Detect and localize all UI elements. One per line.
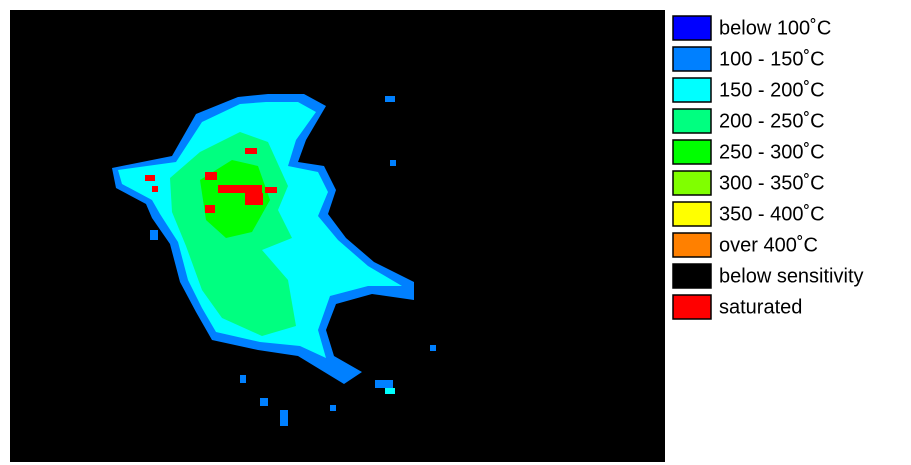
legend-swatch — [673, 140, 711, 164]
isolated-pixel — [240, 375, 246, 383]
saturated-pixel — [152, 186, 158, 192]
legend-swatch — [673, 16, 711, 40]
legend-label: saturated — [719, 296, 802, 318]
legend-swatch — [673, 78, 711, 102]
saturated-pixel — [218, 185, 262, 193]
legend-swatch — [673, 202, 711, 226]
saturated-pixel — [205, 172, 217, 180]
legend-label: 100 - 150˚C — [719, 48, 825, 70]
legend-swatch — [673, 109, 711, 133]
legend-swatch — [673, 264, 711, 288]
isolated-pixel — [280, 410, 288, 426]
thermal-map-figure: below 100˚C 100 - 150˚C 150 - 200˚C 200 - 2… — [0, 0, 911, 465]
legend-label: 200 - 250˚C — [719, 110, 825, 132]
isolated-pixel — [390, 160, 396, 166]
legend-swatch — [673, 47, 711, 71]
legend-swatch — [673, 171, 711, 195]
saturated-pixel — [245, 193, 263, 205]
legend-label: below 100˚C — [719, 17, 831, 39]
isolated-pixel — [430, 345, 436, 351]
isolated-pixel — [260, 398, 268, 406]
isolated-pixel — [385, 388, 395, 394]
isolated-pixel — [330, 405, 336, 411]
legend: below 100˚C 100 - 150˚C 150 - 200˚C 200 - 2… — [673, 16, 864, 319]
saturated-pixel — [245, 148, 257, 154]
legend-label: over 400˚C — [719, 234, 818, 256]
legend-label: below sensitivity — [719, 265, 864, 287]
legend-label: 150 - 200˚C — [719, 79, 825, 101]
legend-label: 250 - 300˚C — [719, 141, 825, 163]
legend-swatch — [673, 295, 711, 319]
saturated-pixel — [205, 205, 215, 213]
isolated-pixel — [385, 96, 395, 102]
saturated-pixel — [265, 187, 277, 193]
saturated-pixel — [145, 175, 155, 181]
legend-swatch — [673, 233, 711, 257]
legend-label: 350 - 400˚C — [719, 203, 825, 225]
isolated-pixel — [150, 230, 158, 240]
isolated-pixel — [375, 380, 393, 388]
legend-label: 300 - 350˚C — [719, 172, 825, 194]
